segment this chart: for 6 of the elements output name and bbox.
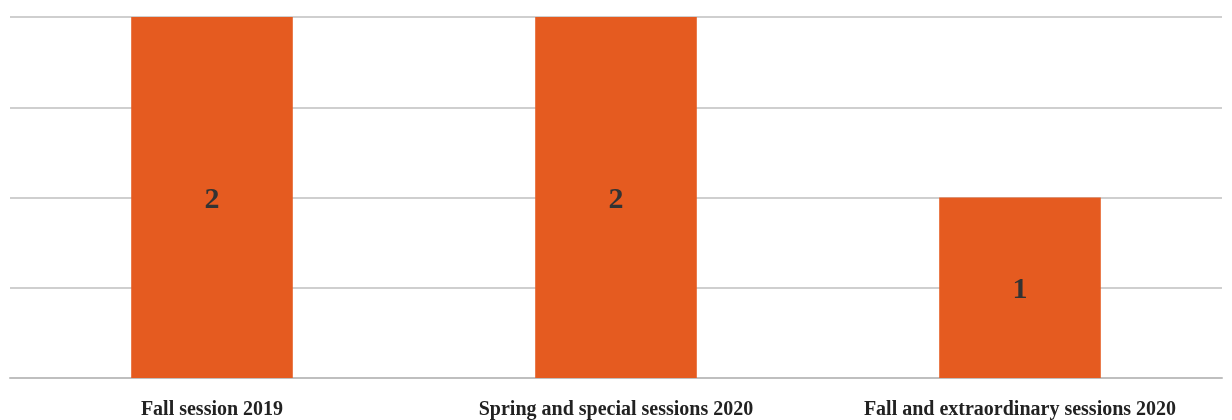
- x-tick-label: Fall and extraordinary sessions 2020: [863, 397, 1177, 420]
- data-label: 2: [204, 181, 220, 214]
- x-tick-label: Spring and special sessions 2020: [478, 397, 754, 420]
- data-label: 1: [1012, 271, 1028, 305]
- data-label: 2: [608, 181, 624, 214]
- x-tick-label: Fall session 2019: [140, 397, 284, 419]
